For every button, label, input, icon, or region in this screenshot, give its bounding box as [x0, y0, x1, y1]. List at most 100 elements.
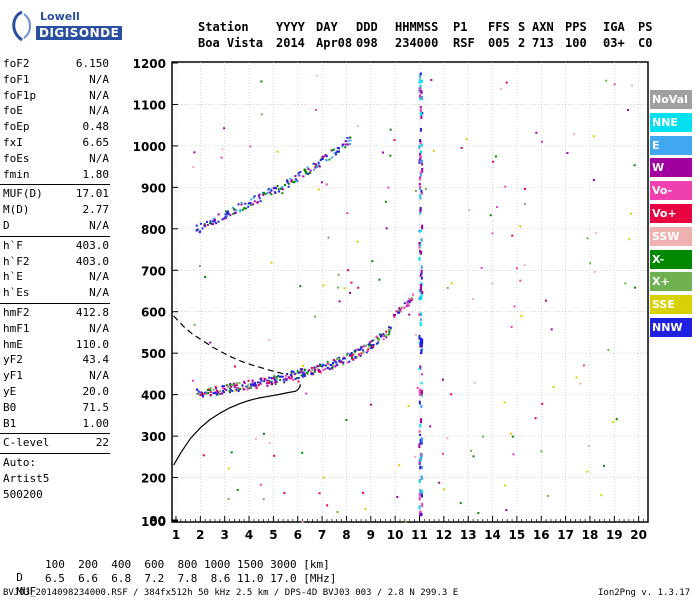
f-trace-high-point [408, 301, 411, 304]
noise-point [515, 267, 518, 270]
noise-point [384, 200, 387, 203]
f-trace-point [372, 344, 375, 347]
f-trace-point [235, 388, 238, 391]
f-trace-point [342, 363, 345, 366]
noise-point [472, 455, 475, 458]
interference-point [419, 139, 422, 143]
param-row: h`E N/A [3, 269, 109, 284]
x-tick-label: 20 [630, 528, 647, 542]
noise-point [629, 212, 632, 215]
double-hop-point [239, 208, 242, 211]
double-hop-point [264, 192, 267, 195]
interference-point [418, 443, 421, 449]
param-name: h`E [3, 270, 23, 284]
double-hop-point [262, 194, 265, 197]
double-hop-point [328, 158, 331, 161]
noise-point [407, 304, 410, 307]
double-hop-point [226, 215, 229, 218]
interference-point [419, 274, 422, 277]
double-hop-point [334, 153, 337, 156]
noise-point [491, 232, 494, 235]
double-hop-point [346, 136, 349, 139]
noise-point [593, 270, 596, 273]
f-trace-point [349, 353, 352, 356]
noise-point [441, 378, 444, 381]
double-hop-point [293, 180, 296, 183]
f-trace-point [225, 389, 228, 392]
f-trace-point [243, 380, 246, 383]
f-trace-point [372, 339, 375, 342]
interference-point [419, 283, 422, 288]
f-trace-point [388, 326, 391, 329]
y-tick-label: 1000 [133, 140, 166, 154]
noise-point [202, 454, 205, 457]
interference-point [419, 185, 422, 189]
f-trace-high-point [408, 300, 411, 303]
f-trace-point [310, 366, 313, 369]
noise-point [362, 491, 365, 494]
noise-point [512, 453, 515, 456]
f-trace-point [382, 338, 385, 341]
double-hop-point [223, 217, 226, 220]
f-trace-point [217, 391, 220, 394]
legend-item: SSW [650, 226, 692, 246]
f-trace-point [279, 375, 282, 378]
interference-point [419, 287, 422, 292]
f-trace-point [324, 364, 327, 367]
y-tick-label: 1100 [133, 98, 166, 112]
interference-point [419, 424, 422, 428]
x-tick-label: 18 [582, 528, 599, 542]
interference-point [419, 365, 422, 370]
double-hop-point [323, 155, 326, 158]
f-trace-point [385, 330, 388, 333]
f-trace-point [375, 336, 378, 339]
f-trace-point [206, 389, 209, 392]
f-trace-point [275, 380, 278, 383]
header-value: 2014 [276, 36, 305, 50]
double-hop-point [215, 222, 218, 225]
f-trace-point [362, 351, 365, 354]
param-name: D [3, 219, 10, 232]
f-trace-point [209, 388, 212, 391]
double-hop-point [336, 146, 339, 149]
noise-point [579, 382, 582, 385]
f-trace-point [352, 353, 355, 356]
f-trace-point [229, 388, 232, 391]
noise-point [227, 467, 230, 470]
f-trace-point [281, 375, 284, 378]
f-trace-point [271, 383, 274, 386]
y-tick-label: 700 [141, 264, 166, 278]
double-hop-point [314, 163, 317, 166]
interference-point [420, 250, 423, 255]
f-trace-point [353, 350, 356, 353]
f-trace-point [283, 381, 286, 384]
param-name: h`Es [3, 286, 30, 300]
f-trace-point [231, 389, 234, 392]
double-hop-point [308, 171, 311, 174]
noise-point [273, 454, 276, 457]
interference-point [420, 237, 423, 242]
y-tick-label: 400 [141, 389, 166, 403]
noise-point [270, 261, 273, 264]
noise-point [586, 237, 589, 240]
f-trace-point [355, 355, 358, 358]
noise-point [251, 202, 254, 205]
f-trace-point [297, 371, 300, 374]
noise-point [602, 464, 605, 467]
double-hop-point [235, 209, 238, 212]
header-label: AXN [532, 20, 554, 34]
noise-point [613, 83, 616, 86]
noise-point [430, 78, 433, 81]
f-trace-point [368, 342, 371, 345]
header-label: DDD [356, 20, 378, 34]
x-tick-label: 13 [460, 528, 477, 542]
param-separator [0, 303, 110, 304]
f-trace-point [369, 346, 372, 349]
double-hop-point [199, 230, 202, 233]
legend-item: NoVal [650, 90, 692, 109]
noise-point [233, 382, 236, 385]
f-trace-point [222, 389, 225, 392]
double-hop-point [212, 223, 215, 226]
f-trace-point [318, 363, 321, 366]
double-hop-point [330, 149, 333, 152]
